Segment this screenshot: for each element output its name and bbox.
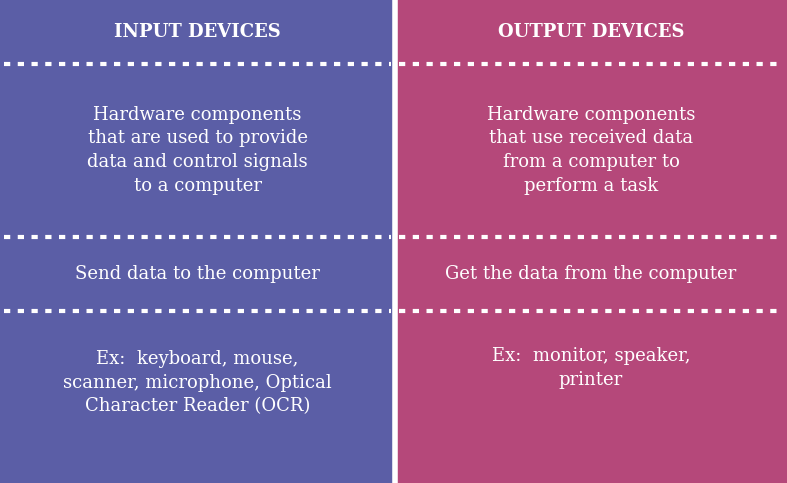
Text: Hardware components
that use received data
from a computer to
perform a task: Hardware components that use received da… (487, 106, 695, 195)
Bar (395, 311, 787, 483)
Text: Ex:  monitor, speaker,
printer: Ex: monitor, speaker, printer (492, 347, 690, 389)
Bar (395, 64, 787, 237)
Text: INPUT DEVICES: INPUT DEVICES (114, 23, 281, 41)
Bar (0, 237, 395, 311)
Bar (395, 0, 787, 64)
Bar (0, 0, 395, 64)
Bar (0, 311, 395, 483)
Text: Get the data from the computer: Get the data from the computer (445, 265, 737, 283)
Bar (395, 237, 787, 311)
Text: Ex:  keyboard, mouse,
scanner, microphone, Optical
Character Reader (OCR): Ex: keyboard, mouse, scanner, microphone… (63, 350, 332, 415)
Text: Hardware components
that are used to provide
data and control signals
to a compu: Hardware components that are used to pro… (87, 106, 308, 195)
Bar (0, 64, 395, 237)
Text: OUTPUT DEVICES: OUTPUT DEVICES (498, 23, 684, 41)
Text: Send data to the computer: Send data to the computer (75, 265, 320, 283)
